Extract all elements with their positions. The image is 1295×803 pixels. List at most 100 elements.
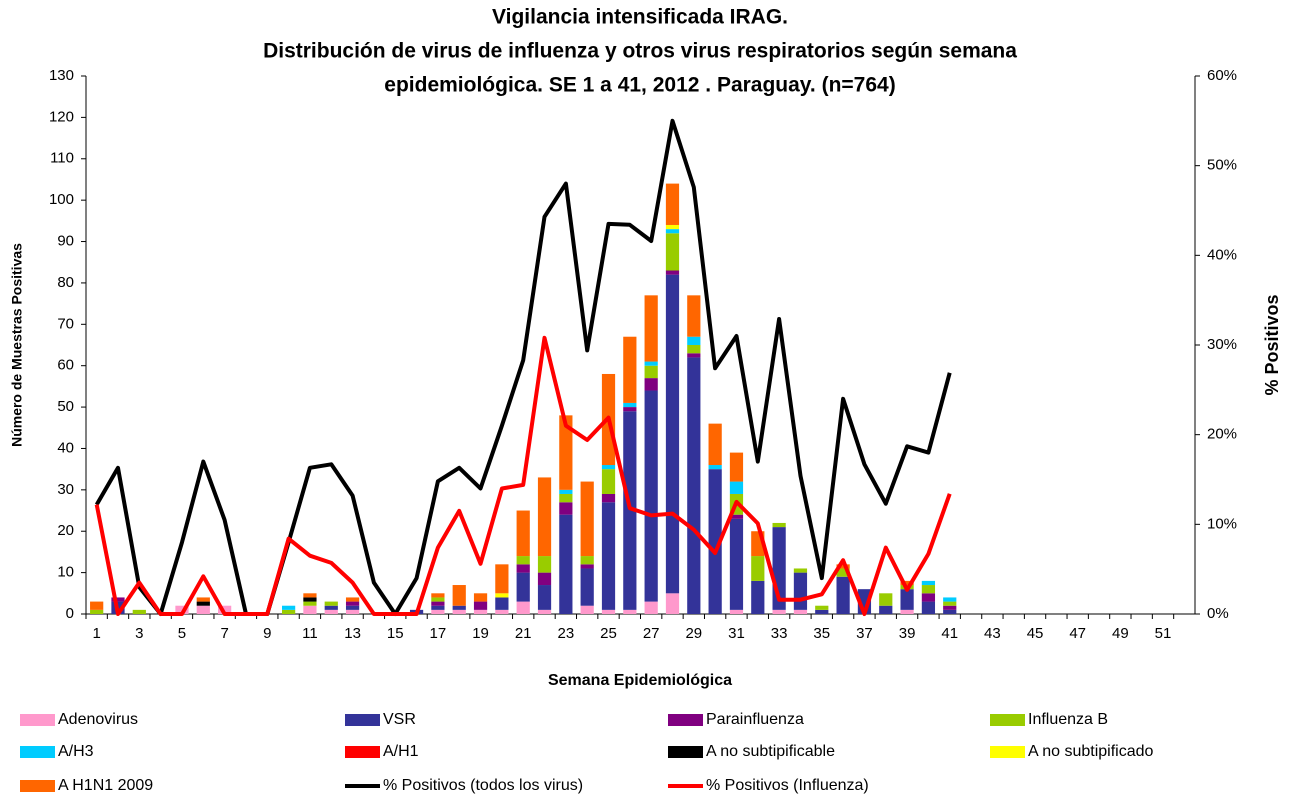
bar-segment [559, 415, 573, 490]
x-tick-label: 25 [600, 625, 617, 642]
legend-swatch [668, 714, 703, 726]
bar-segment [815, 605, 829, 610]
x-tick-label: 23 [558, 625, 575, 642]
bar-segment [516, 601, 530, 614]
bar-segment [921, 580, 936, 586]
y-tick-label: 70 [57, 315, 74, 332]
bar-segment [708, 469, 722, 614]
bar-segment [708, 465, 722, 470]
x-tick-label: 41 [941, 625, 958, 642]
legend-label: A no subtipificable [706, 743, 835, 760]
bar-segment [623, 336, 637, 403]
bar-segment [303, 605, 317, 614]
x-tick-label: 1 [92, 625, 100, 642]
bar-segment [431, 593, 445, 598]
y2-tick-label: 50% [1207, 157, 1237, 174]
x-tick-label: 9 [263, 625, 271, 642]
bar-segment [303, 597, 317, 602]
y2-tick-label: 30% [1207, 336, 1237, 353]
y-tick-label: 60 [57, 357, 74, 374]
bar-segment [708, 423, 722, 466]
bar-segment [601, 469, 616, 494]
x-tick-label: 35 [813, 625, 830, 642]
bar-segment [473, 601, 488, 610]
bar-segment [516, 556, 530, 565]
legend-swatch [20, 714, 55, 726]
x-tick-label: 5 [178, 625, 186, 642]
x-axis-title: Semana Epidemiológica [548, 672, 732, 689]
bar-segment [601, 465, 616, 470]
x-tick-label: 37 [856, 625, 873, 642]
x-tick-label: 27 [643, 625, 660, 642]
bar-segment [281, 609, 296, 614]
x-tick-label: 19 [472, 625, 489, 642]
y2-axis-title: % Positivos [1262, 294, 1282, 395]
bar-segment [580, 605, 594, 614]
y-tick-label: 0 [66, 605, 74, 622]
bar-segment [836, 576, 850, 614]
bar-segment [623, 609, 637, 614]
bar-segment [900, 609, 914, 614]
bar-segment [537, 609, 552, 614]
bar-segment [132, 609, 146, 614]
legend-label: % Positivos (todos los virus) [383, 777, 583, 794]
bar-segment [345, 597, 360, 602]
bar-segment [687, 336, 701, 345]
bar-segment [644, 365, 658, 379]
bar-segment [516, 510, 530, 557]
bar-segment [879, 605, 893, 614]
bar-segment [729, 514, 744, 519]
bar-segment [943, 609, 957, 614]
y2-tick-label: 0% [1207, 605, 1229, 622]
bar-segment [729, 518, 744, 610]
bar-segment [729, 452, 744, 482]
legend-label: Adenovirus [58, 711, 138, 728]
bar-segment [516, 572, 530, 602]
bar-segment [836, 568, 850, 577]
bar-segment [772, 609, 786, 614]
x-tick-label: 17 [430, 625, 447, 642]
bar-segment [495, 593, 509, 598]
y2-tick-label: 10% [1207, 515, 1237, 532]
bar-segment [879, 593, 893, 606]
bar-segment [665, 270, 680, 275]
legend-label: A no subtipificado [1028, 743, 1154, 760]
bar-segment [793, 572, 808, 610]
bar-segment [324, 601, 338, 606]
y-tick-label: 20 [57, 522, 74, 539]
bar-segment [495, 609, 509, 614]
legend-label: Influenza B [1028, 711, 1108, 728]
bar-segment [665, 274, 680, 594]
line [94, 118, 952, 616]
x-tick-label: 33 [771, 625, 788, 642]
bar-segment [687, 345, 701, 354]
legend-label: A/H1 [383, 743, 419, 760]
legend-swatch [20, 780, 55, 792]
y-tick-label: 130 [49, 67, 74, 84]
chart-title: Distribución de virus de influenza y otr… [263, 40, 1017, 63]
bar-segment [921, 593, 936, 602]
legend-label: Parainfluenza [706, 711, 804, 728]
bar-segment [601, 502, 616, 610]
legend-swatch [345, 746, 380, 758]
bar-segment [687, 357, 701, 614]
x-tick-label: 51 [1155, 625, 1172, 642]
bar-segment [281, 605, 296, 610]
bar-segment [537, 585, 552, 610]
bar-segment [751, 580, 765, 614]
x-tick-label: 11 [302, 625, 318, 642]
y2-tick-label: 40% [1207, 246, 1237, 263]
y-tick-label: 90 [57, 233, 74, 250]
x-tick-label: 15 [387, 625, 404, 642]
chart-title: Vigilancia intensificada IRAG. [492, 6, 788, 29]
legend-label: A H1N1 2009 [58, 777, 153, 794]
bar-segment [729, 609, 744, 614]
bar-segment [345, 609, 360, 614]
bar-segment [431, 609, 445, 614]
bar-segment [495, 564, 509, 594]
bar-segment [665, 229, 680, 234]
bar-segment [601, 609, 616, 614]
bar-segment [729, 481, 744, 494]
bar-segment [175, 605, 189, 614]
